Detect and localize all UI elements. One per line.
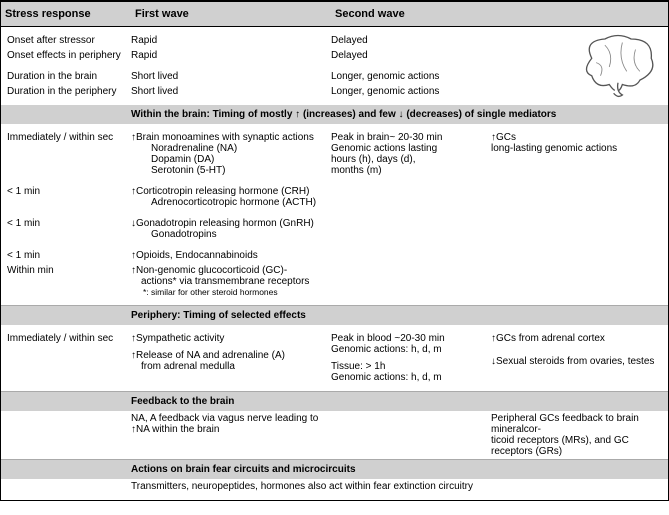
first-wave-cell: Short lived (131, 71, 331, 82)
genomic-hdm-2: Genomic actions: h, d, m (331, 372, 491, 383)
section-within-brain: Within the brain: Timing of mostly ↑ (in… (1, 105, 668, 124)
onset-duration-rows: Onset after stressorRapidDelayedOnset ef… (1, 33, 668, 99)
row-feedback: NA, A feedback via vagus nerve leading t… (1, 411, 668, 459)
actions-text: Transmitters, neuropeptides, hormones al… (131, 481, 473, 492)
adrenal-medulla: from adrenal medulla (131, 361, 331, 372)
header-first-wave: First wave (131, 2, 331, 26)
row-crh: < 1 min Corticotropin releasing hormone … (1, 184, 668, 210)
section-periphery: Periphery: Timing of selected effects (1, 305, 668, 325)
peak-blood: Peak in blood ~20-30 min (331, 333, 491, 344)
sympathetic: Sympathetic activity (136, 333, 224, 344)
header-stress-response: Stress response (1, 2, 131, 26)
transmembrane: actions* via transmembrane receptors (131, 276, 331, 287)
second-wave-cell: Longer, genomic actions (331, 86, 491, 97)
table-row: Duration in the peripheryShort livedLong… (1, 84, 668, 99)
da: Dopamin (DA) (131, 154, 331, 165)
row-label: Onset after stressor (1, 35, 131, 46)
crh: Corticotropin releasing hormone (CRH) (136, 186, 309, 197)
label-immediately: Immediately / within sec (1, 132, 131, 176)
genomic-lasting: Genomic actions lasting (331, 143, 491, 154)
long-lasting: long-lasting genomic actions (491, 143, 668, 154)
row-label: Duration in the brain (1, 71, 131, 82)
genomic-hdm: hours (h), days (d), (331, 154, 491, 165)
label-lt1min-gnrh: < 1 min (1, 218, 131, 240)
row-label: Duration in the periphery (1, 86, 131, 97)
first-wave-cell: Rapid (131, 35, 331, 46)
genomic-months: months (m) (331, 165, 491, 176)
second-wave-cell: Longer, genomic actions (331, 71, 491, 82)
gcs-adrenal: GCs from adrenal cortex (496, 333, 605, 344)
gnrh: Gonadotropin releasing hormon (GnRH) (136, 218, 314, 229)
row-immediately: Immediately / within sec Brain monoamine… (1, 130, 668, 178)
feedback-vagus: NA, A feedback via vagus nerve leading t… (131, 413, 331, 424)
feedback-gcs-2: ticoid receptors (MRs), and GC receptors… (491, 435, 668, 457)
row-actions: Transmitters, neuropeptides, hormones al… (1, 479, 668, 494)
feedback-gcs-1: Peripheral GCs feedback to brain mineral… (491, 413, 668, 435)
na-brain: NA within the brain (136, 424, 219, 435)
gcs: GCs (496, 132, 516, 143)
table-row: Onset effects in peripheryRapidDelayed (1, 48, 668, 63)
gonadotropins: Gonadotropins (131, 229, 331, 240)
row-gnrh: < 1 min Gonadotropin releasing hormon (G… (1, 216, 668, 242)
label-lt1min-opioids: < 1 min (1, 250, 131, 261)
section-feedback: Feedback to the brain (1, 391, 668, 411)
sex-steroids: Sexual steroids from ovaries, testes (496, 356, 654, 367)
label-periph-imm: Immediately / within sec (1, 333, 131, 383)
na: Noradrenaline (NA) (131, 143, 331, 154)
row-nongenomic: Within min Non-genomic glucocorticoid (G… (1, 263, 668, 299)
label-within-min: Within min (1, 265, 131, 297)
second-wave-cell: Delayed (331, 35, 491, 46)
row-label: Onset effects in periphery (1, 50, 131, 61)
brain-monoamines: Brain monoamines with synaptic actions (136, 132, 314, 143)
brain-icon (573, 32, 663, 102)
table-header: Stress response First wave Second wave (1, 2, 668, 27)
first-wave-cell: Short lived (131, 86, 331, 97)
tissue-1h: Tissue: > 1h (331, 361, 491, 372)
row-opioids: < 1 min Opioids, Endocannabinoids (1, 248, 668, 263)
nongenomic-gc: Non-genomic glucocorticoid (GC)- (136, 265, 287, 276)
release-na-a: Release of NA and adrenaline (A) (136, 350, 285, 361)
genomic-hdm-1: Genomic actions: h, d, m (331, 344, 491, 355)
first-wave-cell: Rapid (131, 50, 331, 61)
header-second-wave: Second wave (331, 2, 491, 26)
opioids: Opioids, Endocannabinoids (136, 250, 258, 261)
label-lt1min-crh: < 1 min (1, 186, 131, 208)
row-periphery-imm: Immediately / within sec Sympathetic act… (1, 331, 668, 385)
peak-brain: Peak in brain~ 20-30 min (331, 132, 491, 143)
second-wave-cell: Delayed (331, 50, 491, 61)
section-actions: Actions on brain fear circuits and micro… (1, 459, 668, 479)
serotonin: Serotonin (5-HT) (131, 165, 331, 176)
steroid-footnote: *: similar for other steroid hormones (131, 287, 331, 297)
table-row: Onset after stressorRapidDelayed (1, 33, 668, 48)
table-row: Duration in the brainShort livedLonger, … (1, 69, 668, 84)
stress-table: Stress response First wave Second wave O… (0, 0, 669, 501)
acth: Adrenocorticotropic hormone (ACTH) (131, 197, 331, 208)
